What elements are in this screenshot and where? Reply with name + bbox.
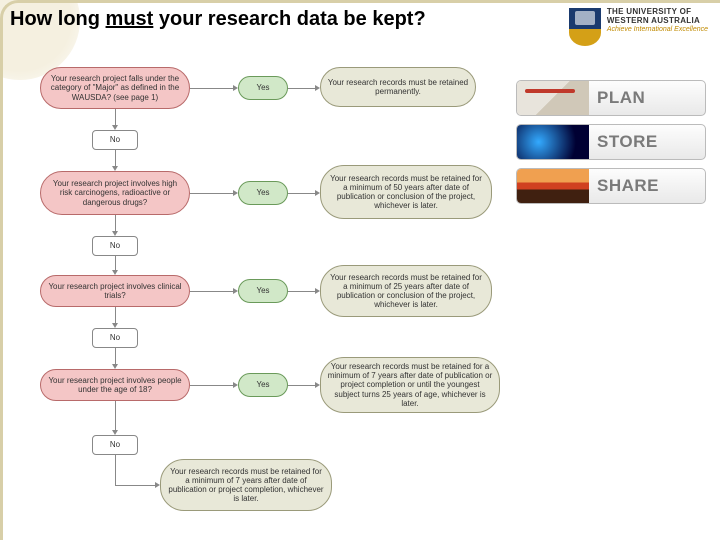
logo-line2: WESTERN AUSTRALIA: [607, 17, 708, 26]
logo-tagline: Achieve International Excellence: [607, 26, 708, 34]
conn-yes3-out: [288, 291, 315, 292]
conn-q4-no: [115, 401, 116, 430]
conn-no1-q2: [115, 150, 116, 166]
title-pre: How long: [10, 8, 106, 30]
conn-yes2-out: [288, 193, 315, 194]
outcome-node-5: Your research records must be retained f…: [160, 459, 332, 511]
plan-button[interactable]: PLAN: [516, 80, 706, 116]
side-button-group: PLAN STORE SHARE: [516, 80, 706, 212]
share-thumb-icon: [517, 169, 589, 203]
conn-no4-down: [115, 455, 116, 485]
title-underlined: must: [106, 8, 154, 30]
university-logo: THE UNIVERSITY OF WESTERN AUSTRALIA Achi…: [569, 8, 708, 46]
conn-no2-q3: [115, 256, 116, 270]
conn-q1-no: [115, 109, 116, 125]
plan-label: PLAN: [589, 81, 705, 115]
plan-thumb-icon: [517, 81, 589, 115]
question-node-1: Your research project falls under the ca…: [40, 67, 190, 109]
flowchart: Your research project falls under the ca…: [20, 55, 500, 535]
no-node-2: No: [92, 236, 138, 256]
store-button[interactable]: STORE: [516, 124, 706, 160]
no-node-3: No: [92, 328, 138, 348]
outcome-node-3: Your research records must be retained f…: [320, 265, 492, 317]
conn-q2-yes: [190, 193, 233, 194]
conn-q1-yes: [190, 88, 233, 89]
no-node-4: No: [92, 435, 138, 455]
no-node-1: No: [92, 130, 138, 150]
store-label: STORE: [589, 125, 705, 159]
yes-node-3: Yes: [238, 279, 288, 303]
outcome-node-4: Your research records must be retained f…: [320, 357, 500, 413]
conn-q3-yes: [190, 291, 233, 292]
title-post: your research data be kept?: [153, 8, 425, 30]
conn-yes1-out: [288, 88, 315, 89]
conn-no4-out: [115, 485, 155, 486]
conn-no3-q4: [115, 348, 116, 364]
outcome-node-2: Your research records must be retained f…: [320, 165, 492, 219]
conn-q4-yes: [190, 385, 233, 386]
store-thumb-icon: [517, 125, 589, 159]
outcome-node-1: Your research records must be retained p…: [320, 67, 476, 107]
conn-q2-no: [115, 215, 116, 231]
crest-icon: [569, 8, 601, 46]
question-node-3: Your research project involves clinical …: [40, 275, 190, 307]
share-label: SHARE: [589, 169, 705, 203]
yes-node-4: Yes: [238, 373, 288, 397]
share-button[interactable]: SHARE: [516, 168, 706, 204]
yes-node-1: Yes: [238, 76, 288, 100]
page-title: How long must your research data be kept…: [10, 8, 426, 31]
conn-yes4-out: [288, 385, 315, 386]
conn-q3-no: [115, 307, 116, 323]
logo-text: THE UNIVERSITY OF WESTERN AUSTRALIA Achi…: [607, 8, 708, 33]
question-node-4: Your research project involves people un…: [40, 369, 190, 401]
yes-node-2: Yes: [238, 181, 288, 205]
question-node-2: Your research project involves high risk…: [40, 171, 190, 215]
